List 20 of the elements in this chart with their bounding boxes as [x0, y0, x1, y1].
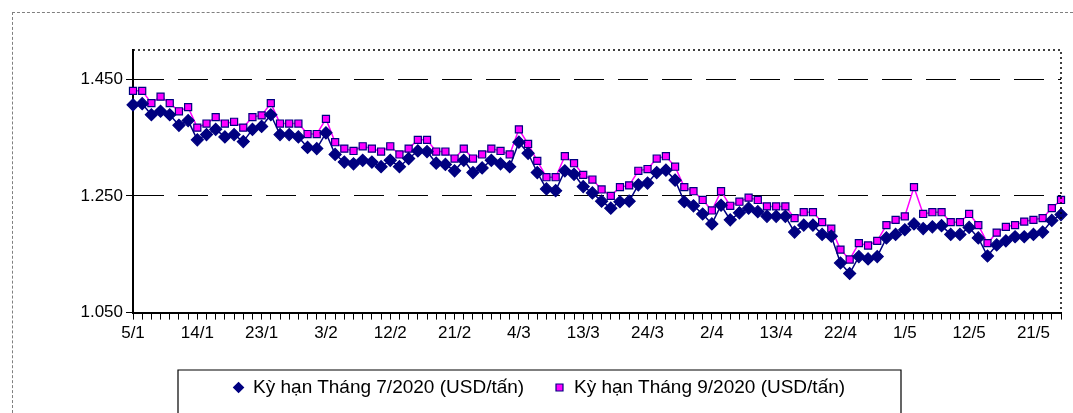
legend-label: Kỳ hạn Tháng 7/2020 (USD/tấn)	[253, 375, 525, 397]
x-tick-label: 1/5	[892, 323, 917, 343]
x-tick-label: 4/3	[507, 323, 531, 343]
x-tick-label: 3/2	[314, 323, 338, 343]
x-tick-label: 13/4	[759, 323, 793, 343]
x-tick-label: 5/1	[121, 323, 145, 343]
x-tick-label: 12/5	[952, 323, 986, 343]
x-tick-label: 24/3	[630, 323, 665, 343]
y-tick-label: 1.250	[80, 185, 123, 205]
y-tick-label: 1.450	[80, 68, 123, 88]
x-tick-label: 22/4	[823, 323, 858, 343]
x-tick-label: 2/4	[700, 323, 724, 343]
x-tick-label: 21/5	[1016, 323, 1050, 343]
x-tick-label: 14/1	[180, 323, 214, 343]
x-tick-label: 23/1	[245, 323, 279, 343]
x-tick-label: 13/3	[566, 323, 600, 343]
x-tick-label: 21/2	[438, 323, 472, 343]
x-tick-label: 12/2	[373, 323, 407, 343]
y-tick-label: 1.050	[80, 302, 123, 322]
legend-label: Kỳ hạn Tháng 9/2020 (USD/tấn)	[574, 375, 846, 397]
